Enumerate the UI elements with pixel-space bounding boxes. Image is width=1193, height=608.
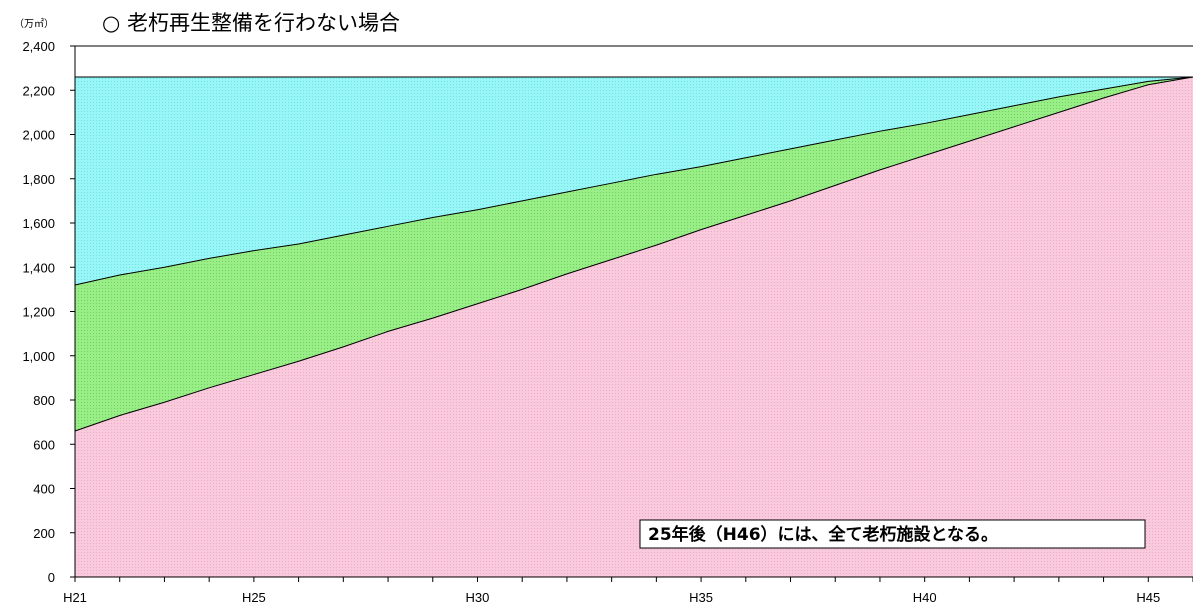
annotation-frame bbox=[639, 519, 1146, 549]
x-tick-label: H35 bbox=[689, 590, 713, 605]
y-tick-label: 600 bbox=[33, 437, 55, 452]
y-unit-label: （万㎡） bbox=[14, 18, 54, 30]
x-tick-label: H40 bbox=[913, 590, 937, 605]
y-tick-label: 2,200 bbox=[22, 83, 55, 98]
chart-title: ○ 老朽再生整備を行わない場合 bbox=[102, 11, 400, 35]
y-tick-label: 1,200 bbox=[22, 305, 55, 320]
series-outline-group bbox=[74, 76, 1193, 432]
annotation-text: 25年後（H46）には、全て老朽施設となる。 bbox=[648, 524, 998, 545]
x-tick-label: H45 bbox=[1136, 590, 1160, 605]
y-tick-label: 400 bbox=[33, 482, 55, 497]
annotation-box: 25年後（H46）には、全て老朽施設となる。 bbox=[639, 519, 1146, 549]
y-tick-label: 1,800 bbox=[22, 172, 55, 187]
series-line-1 bbox=[74, 76, 1193, 432]
axes-group bbox=[70, 45, 1193, 582]
y-tick-label: 0 bbox=[48, 570, 55, 585]
y-tick-label: 2,400 bbox=[22, 39, 55, 54]
y-tick-label: 800 bbox=[33, 393, 55, 408]
y-tick-label: 1,400 bbox=[22, 260, 55, 275]
x-tick-label: H21 bbox=[63, 590, 87, 605]
y-tick-label: 2,000 bbox=[22, 128, 55, 143]
area-series-lower bbox=[75, 76, 1193, 577]
series-line-2 bbox=[74, 76, 1193, 286]
area-series-group bbox=[75, 76, 1193, 577]
x-tick-label-group: H21 H25 H30 H35 H40 H45 bbox=[63, 590, 1160, 605]
y-tick-label: 1,600 bbox=[22, 216, 55, 231]
y-tick-label: 1,000 bbox=[22, 349, 55, 364]
x-tick-label: H25 bbox=[242, 590, 266, 605]
x-tick-label: H30 bbox=[466, 590, 490, 605]
y-tick-label-group: 0 200 400 600 800 1,000 1,200 1,400 1,600 1,800 2,… bbox=[22, 39, 55, 585]
y-tick-label: 200 bbox=[33, 526, 55, 541]
